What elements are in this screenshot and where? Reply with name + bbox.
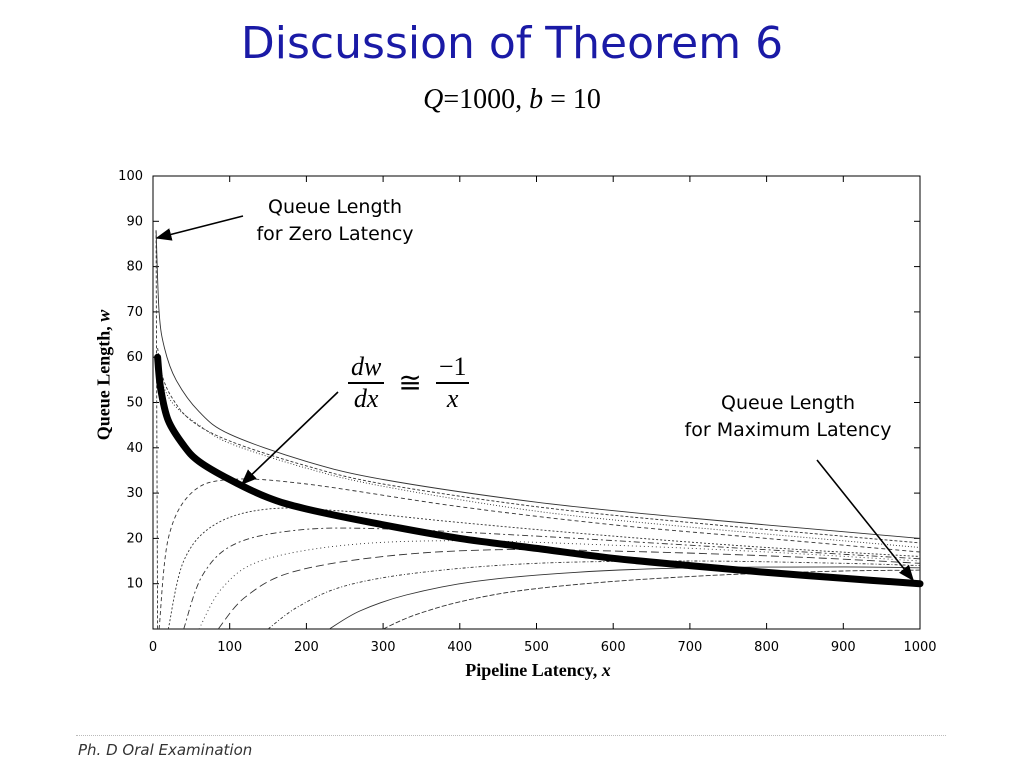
zero-latency-drop <box>155 230 159 630</box>
annotation-max-latency: Queue Length for Maximum Latency <box>668 390 908 444</box>
arrow-max-latency <box>816 459 914 582</box>
x-tick-label: 400 <box>447 640 472 655</box>
x-axis-label-text: Pipeline Latency, <box>465 660 602 680</box>
subtitle-tail: = 10 <box>543 84 601 115</box>
rising-curve-7 <box>329 566 921 630</box>
annotation-max-latency-line2: for Maximum Latency <box>684 419 892 441</box>
y-tick-label: 50 <box>126 396 143 411</box>
equation-rhs-den: x <box>446 384 459 413</box>
x-tick-label: 1000 <box>903 640 936 655</box>
y-tick-label: 60 <box>126 350 143 365</box>
rising-curve-8 <box>382 569 921 630</box>
annotation-zero-latency: Queue Length for Zero Latency <box>240 194 430 248</box>
x-axis-label: Pipeline Latency, x <box>0 660 1024 681</box>
subtitle-q: Q <box>423 84 444 115</box>
arrow-equation <box>240 391 339 486</box>
annotation-zero-latency-line2: for Zero Latency <box>256 223 414 245</box>
y-tick-label: 10 <box>126 577 143 592</box>
y-tick-label: 70 <box>126 305 143 320</box>
y-tick-label: 90 <box>126 214 143 229</box>
approx-symbol: ≅ <box>398 368 422 399</box>
rising-curve-6 <box>267 560 921 630</box>
x-tick-label: 800 <box>754 640 779 655</box>
y-tick-label: 30 <box>126 486 143 501</box>
x-axis-label-var: x <box>601 660 611 680</box>
x-tick-label: 500 <box>524 640 549 655</box>
x-tick-label: 200 <box>294 640 319 655</box>
equation-lhs-num: dw <box>348 352 385 384</box>
slide-title: Discussion of Theorem 6 <box>240 18 784 69</box>
y-tick-label: 20 <box>126 531 143 546</box>
equation-lhs: dw dx <box>348 352 385 414</box>
footer-text: Ph. D Oral Examination <box>78 741 253 759</box>
x-tick-label: 0 <box>149 640 157 655</box>
y-axis-label: Queue Length, w <box>94 310 115 441</box>
y-tick-label: 100 <box>118 169 143 184</box>
arrow-zero-latency <box>155 215 244 241</box>
x-tick-label: 600 <box>601 640 626 655</box>
derivative-equation: dw dx ≅ −1 x <box>344 352 473 414</box>
equation-rhs-num: −1 <box>435 352 470 384</box>
x-tick-label: 700 <box>677 640 702 655</box>
subtitle-rest: =1000, <box>443 84 530 115</box>
upper-curve-1 <box>155 230 921 539</box>
subtitle-b: b <box>529 84 544 115</box>
annotation-zero-latency-line1: Queue Length <box>268 196 402 218</box>
x-tick-label: 100 <box>217 640 242 655</box>
footer-divider <box>76 735 946 736</box>
y-tick-label: 40 <box>126 441 143 456</box>
slide-subtitle: Q=1000, b = 10 <box>0 84 1024 116</box>
rising-curve-1 <box>158 478 921 630</box>
upper-curve-3 <box>158 366 921 548</box>
upper-curve-2 <box>157 348 921 544</box>
y-axis-label-var: w <box>93 309 114 322</box>
bold-curve <box>154 353 924 588</box>
equation-lhs-den: dx <box>353 384 379 413</box>
rising-curve-4 <box>198 540 921 630</box>
equation-rhs: −1 x <box>435 352 470 414</box>
annotation-max-latency-line1: Queue Length <box>721 392 855 414</box>
x-tick-label: 300 <box>371 640 396 655</box>
y-axis-label-text: Queue Length, <box>93 321 114 441</box>
rising-curve-2 <box>167 507 921 630</box>
x-tick-label: 900 <box>831 640 856 655</box>
y-tick-label: 80 <box>126 260 143 275</box>
rising-curve-5 <box>217 549 921 630</box>
